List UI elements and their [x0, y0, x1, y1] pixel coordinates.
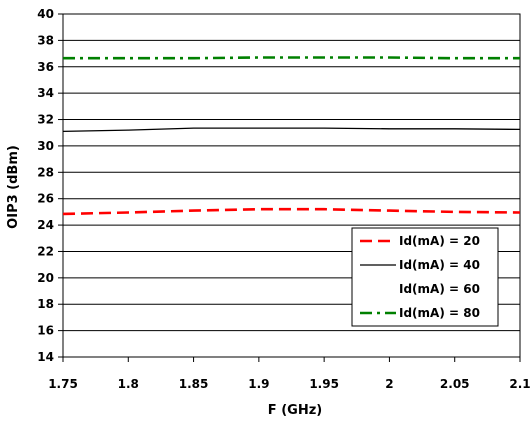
y-tick-label: 38	[37, 33, 54, 47]
legend-label: Id(mA) = 60	[399, 282, 480, 296]
x-tick-label: 2.05	[440, 377, 470, 391]
legend-box	[351, 227, 499, 327]
legend-label: Id(mA) = 40	[399, 258, 480, 272]
x-axis-title: F (GHz)	[268, 403, 322, 418]
series-line	[62, 207, 521, 216]
legend: Id(mA) = 20 Id(mA) = 40 Id(mA) = 60 Id(mA) …	[351, 227, 499, 327]
y-tick-label: 14	[37, 350, 54, 364]
series-line	[63, 56, 520, 60]
x-tick-label: 1.75	[48, 377, 78, 391]
y-tick-label: 22	[37, 244, 54, 258]
y-tick-label: 18	[37, 297, 54, 311]
series-lines	[62, 56, 521, 216]
axes: 14 16 18 20 22 24 26 28 30 32 34 36 38 40 1.75 1.8 1.85 1…	[37, 7, 530, 391]
y-tick-label: 28	[37, 165, 54, 179]
y-tick-label: 16	[37, 324, 54, 338]
legend-label: Id(mA) = 80	[399, 306, 480, 320]
y-tick-label: 30	[37, 139, 54, 153]
y-tick-label: 24	[37, 218, 54, 232]
x-tick-label: 2	[385, 377, 393, 391]
y-tick-label: 34	[37, 86, 54, 100]
legend-label: Id(mA) = 20	[399, 234, 480, 248]
series-line	[62, 127, 521, 133]
x-tick-label: 1.85	[179, 377, 209, 391]
x-tick-label: 1.8	[118, 377, 139, 391]
x-tick-label: 1.9	[248, 377, 269, 391]
y-tick-label: 20	[37, 271, 54, 285]
y-tick-label: 32	[37, 113, 54, 127]
x-tick-label: 2.1	[509, 377, 530, 391]
y-tick-label: 40	[37, 7, 54, 21]
plot-frame	[62, 13, 521, 358]
x-tick-label: 1.95	[309, 377, 339, 391]
y-tick-label: 26	[37, 192, 54, 206]
y-tick-label: 36	[37, 60, 54, 74]
y-axis-title: OIP3 (dBm)	[6, 145, 21, 229]
